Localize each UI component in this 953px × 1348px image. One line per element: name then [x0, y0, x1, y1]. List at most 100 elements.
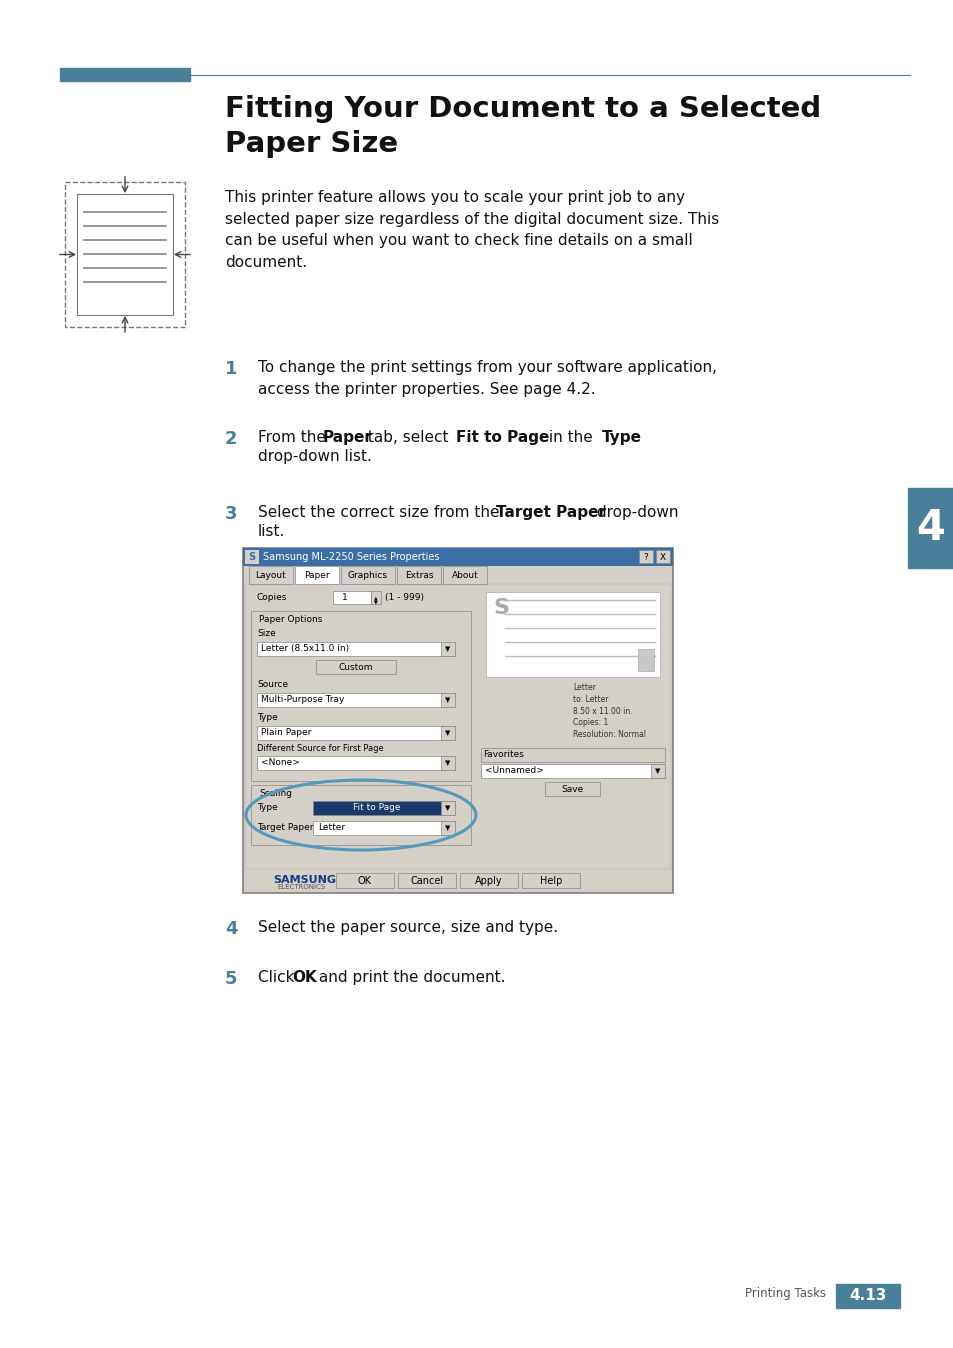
Bar [480, 764, 664, 778]
Bar [485, 592, 659, 677]
Bar [440, 821, 455, 834]
Bar [313, 801, 455, 816]
Text: Help: Help [539, 875, 561, 886]
Text: Printing Tasks: Printing Tasks [744, 1287, 825, 1299]
Text: Save: Save [561, 785, 583, 794]
Text: and print the document.: and print the document. [314, 971, 505, 985]
Text: OK: OK [292, 971, 316, 985]
Text: Source: Source [256, 679, 288, 689]
Text: ▲: ▲ [374, 594, 377, 600]
Bar [256, 727, 455, 740]
Text: 3: 3 [225, 506, 237, 523]
Text: X: X [659, 553, 665, 562]
Text: 4: 4 [225, 919, 237, 938]
Bar [245, 584, 670, 869]
Text: ▼: ▼ [445, 697, 450, 704]
Bar [459, 874, 517, 888]
Bar [480, 748, 664, 762]
Text: Apply: Apply [475, 875, 502, 886]
Text: Letter
to: Letter
8.50 x 11.00 in.
Copies: 1
Resolution: Normal: Letter to: Letter 8.50 x 11.00 in. Copie… [573, 683, 645, 739]
Text: Paper: Paper [304, 570, 330, 580]
Text: Paper: Paper [322, 430, 373, 445]
Text: ▼: ▼ [445, 731, 450, 736]
Bar [313, 821, 455, 834]
Text: S: S [493, 599, 509, 617]
Text: To change the print settings from your software application,
access the printer : To change the print settings from your s… [257, 360, 717, 396]
Bar [440, 801, 455, 816]
Bar [440, 693, 455, 706]
Bar [243, 549, 672, 892]
Bar [333, 590, 371, 604]
Text: ▼: ▼ [445, 646, 450, 652]
Bar [251, 611, 471, 780]
Text: 1: 1 [225, 360, 237, 377]
Text: ▼: ▼ [374, 599, 377, 604]
Text: ELECTRONICS: ELECTRONICS [276, 884, 325, 890]
Text: Samsung ML-2250 Series Properties: Samsung ML-2250 Series Properties [263, 551, 439, 562]
Text: Paper Size: Paper Size [225, 129, 397, 158]
Text: Fit to Page: Fit to Page [353, 803, 400, 813]
Text: S: S [248, 551, 255, 562]
Text: Type: Type [601, 430, 641, 445]
Text: <Unnamed>: <Unnamed> [484, 766, 543, 775]
Bar [396, 566, 440, 584]
Bar [249, 566, 293, 584]
Bar [638, 648, 654, 671]
Text: Fitting Your Document to a Selected: Fitting Your Document to a Selected [225, 94, 821, 123]
Bar [440, 727, 455, 740]
Text: Letter: Letter [317, 824, 345, 833]
Text: Scaling: Scaling [258, 789, 292, 798]
Text: Custom: Custom [338, 662, 373, 671]
Text: Multi-Purpose Tray: Multi-Purpose Tray [261, 696, 344, 704]
Text: ▼: ▼ [445, 760, 450, 766]
Bar [60, 67, 190, 81]
Text: Type: Type [256, 713, 277, 723]
Text: ?: ? [643, 553, 648, 562]
Text: Favorites: Favorites [482, 749, 523, 759]
Text: OK: OK [357, 875, 372, 886]
Text: About: About [451, 570, 477, 580]
Text: 5: 5 [225, 971, 237, 988]
Bar [256, 756, 455, 770]
Text: 4.13: 4.13 [848, 1289, 885, 1304]
Text: ▼: ▼ [445, 805, 450, 811]
Bar [907, 488, 953, 568]
Text: This printer feature allows you to scale your print job to any
selected paper si: This printer feature allows you to scale… [225, 190, 719, 270]
Bar [650, 764, 664, 778]
Text: Select the correct size from the: Select the correct size from the [257, 506, 504, 520]
Text: Layout: Layout [255, 570, 286, 580]
Bar [65, 182, 185, 328]
Text: ▼: ▼ [445, 825, 450, 830]
Text: <None>: <None> [261, 758, 299, 767]
Bar [397, 874, 456, 888]
Bar [294, 566, 338, 584]
Text: Size: Size [256, 630, 275, 638]
Text: ▼: ▼ [655, 768, 660, 774]
Text: list.: list. [257, 524, 285, 539]
Bar [251, 785, 471, 845]
Bar [245, 869, 385, 890]
Bar [371, 590, 380, 604]
Bar [335, 874, 394, 888]
Text: (1 - 999): (1 - 999) [385, 593, 423, 603]
Text: Target Paper: Target Paper [256, 824, 314, 832]
Text: Copies: Copies [256, 593, 287, 603]
Text: SAMSUNG: SAMSUNG [273, 875, 335, 886]
Text: tab, select: tab, select [362, 430, 453, 445]
Text: in the: in the [544, 430, 598, 445]
Text: drop-down list.: drop-down list. [257, 449, 372, 464]
Bar [340, 566, 395, 584]
Bar [315, 661, 395, 674]
Bar [440, 642, 455, 656]
Bar [835, 1285, 899, 1308]
Text: 4: 4 [916, 507, 944, 549]
Bar [545, 782, 599, 797]
Bar [442, 566, 486, 584]
Text: Fit to Page: Fit to Page [456, 430, 549, 445]
Bar [521, 874, 579, 888]
Bar [245, 550, 258, 563]
Bar [243, 549, 672, 566]
Text: From the: From the [257, 430, 331, 445]
Bar [77, 194, 172, 315]
Text: Plain Paper: Plain Paper [261, 728, 311, 737]
